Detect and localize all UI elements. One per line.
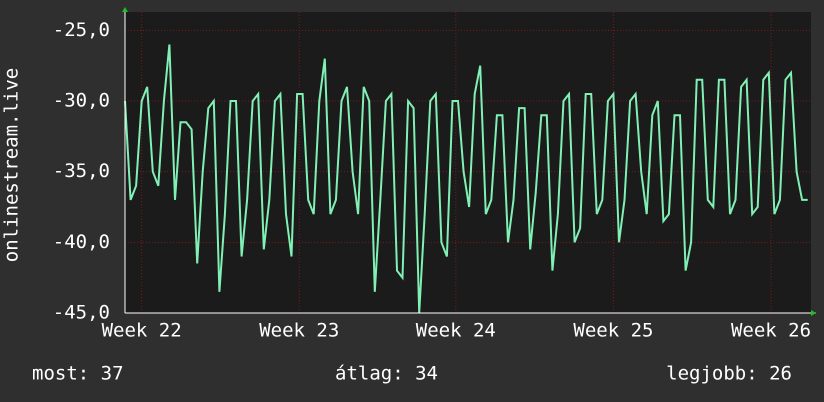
stat-best: legjobb: 26: [666, 363, 792, 385]
y-axis-label: onlinestream.live: [1, 68, 23, 262]
x-tick-label: Week 22: [102, 320, 182, 342]
y-tick-label: -30,0: [53, 90, 110, 112]
stat-average: átlag: 34: [335, 363, 438, 385]
y-tick-label: -45,0: [53, 302, 110, 324]
y-arrow: [122, 7, 128, 12]
x-tick-label: Week 24: [416, 320, 496, 342]
y-tick-label: -25,0: [53, 19, 110, 41]
data-line: [124, 44, 808, 314]
y-tick-label: -35,0: [53, 160, 110, 182]
y-tick-label: -40,0: [53, 231, 110, 253]
x-tick-label: Week 25: [573, 320, 653, 342]
x-tick-label: Week 26: [731, 320, 811, 342]
x-tick-label: Week 23: [259, 320, 339, 342]
x-arrow: [811, 310, 816, 316]
plot-area: [125, 12, 811, 313]
stat-current: most: 37: [32, 363, 124, 385]
